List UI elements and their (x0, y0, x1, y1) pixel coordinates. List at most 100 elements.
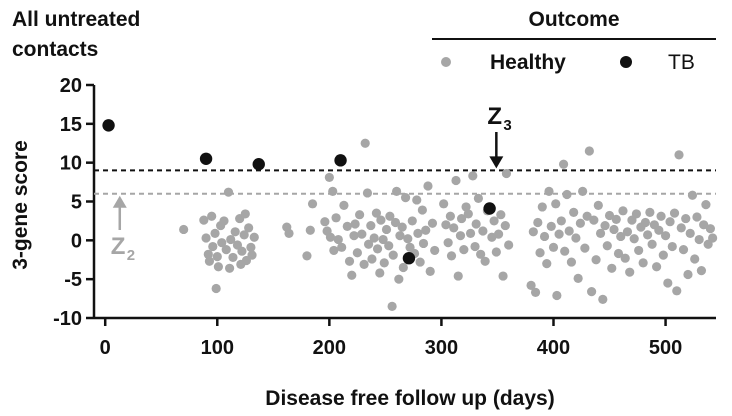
healthy-point (593, 200, 603, 210)
healthy-point (643, 230, 653, 240)
healthy-point (425, 266, 435, 276)
healthy-point (453, 271, 463, 281)
healthy-point (379, 258, 389, 268)
healthy-point (556, 216, 566, 226)
y-tick-label: 15 (60, 114, 82, 136)
tb-point (483, 202, 496, 215)
healthy-point (602, 241, 612, 251)
healthy-point (685, 228, 695, 238)
healthy-point (573, 273, 583, 283)
healthy-point (331, 213, 341, 223)
healthy-point (681, 213, 691, 224)
healthy-point (357, 229, 367, 239)
z3-label-subscript: 3 (503, 117, 511, 134)
healthy-point (554, 229, 564, 239)
tb-point (199, 152, 213, 165)
healthy-point (562, 189, 572, 200)
healthy-point (640, 217, 650, 228)
healthy-point (398, 262, 408, 273)
healthy-point (611, 214, 621, 224)
healthy-point (455, 231, 466, 241)
legend: Outcome Healthy TB (432, 8, 716, 74)
healthy-point (456, 213, 467, 224)
y-tick-label: 5 (71, 192, 82, 214)
tb-point (402, 251, 416, 265)
healthy-point (355, 210, 365, 220)
y-tick-label: 0 (71, 230, 82, 252)
healthy-point (342, 221, 352, 231)
healthy-point (230, 227, 240, 237)
x-tick-label: 300 (425, 337, 458, 359)
healthy-point (575, 218, 585, 228)
healthy-point (473, 193, 484, 203)
healthy-point (375, 268, 385, 278)
healthy-point (427, 218, 438, 228)
healthy-point (221, 245, 231, 255)
healthy-point (500, 220, 510, 231)
healthy-point (446, 251, 457, 261)
healthy-point (582, 211, 592, 221)
healthy-point (349, 231, 359, 241)
healthy-point (363, 239, 374, 249)
healthy-point (325, 232, 336, 242)
chart-title: All untreated contacts (12, 8, 140, 61)
healthy-point (584, 146, 594, 156)
y-tick-label: -5 (64, 269, 82, 291)
z2-label: Z (111, 233, 126, 260)
healthy-point (678, 245, 689, 255)
healthy-point (692, 212, 702, 222)
healthy-point (344, 256, 355, 266)
healthy-point (537, 202, 547, 212)
healthy-point (451, 175, 461, 186)
healthy-point (239, 230, 249, 240)
healthy-point (533, 217, 543, 228)
y-tick-label: 20 (60, 75, 82, 97)
tb-point (252, 158, 265, 171)
healthy-point (423, 181, 433, 191)
healthy-point (564, 226, 574, 236)
healthy-point (634, 245, 644, 256)
healthy-point (558, 159, 569, 169)
healthy-point (701, 200, 711, 210)
healthy-point (595, 228, 606, 238)
healthy-point (480, 256, 490, 266)
healthy-point (690, 254, 700, 264)
healthy-point (249, 232, 259, 242)
healthy-point (589, 215, 599, 225)
healthy-point (618, 206, 628, 216)
healthy-point (535, 248, 545, 258)
healthy-point (660, 231, 671, 241)
healthy-point (223, 187, 234, 197)
healthy-point (385, 211, 395, 221)
healthy-point (578, 186, 588, 197)
healthy-point (526, 280, 536, 290)
healthy-point (228, 252, 238, 263)
healthy-point (360, 138, 370, 148)
healthy-point (247, 250, 257, 260)
healthy-point (284, 228, 294, 238)
x-tick-label: 100 (201, 337, 234, 359)
legend-title: Outcome (528, 8, 619, 31)
healthy-point (366, 220, 376, 231)
legend-healthy-label: Healthy (490, 51, 566, 74)
healthy-point (496, 210, 506, 220)
healthy-point (489, 216, 499, 226)
healthy-point (347, 270, 357, 280)
healthy-point (394, 274, 404, 284)
healthy-point (663, 278, 673, 288)
healthy-point (412, 195, 422, 205)
healthy-point (504, 240, 514, 250)
healthy-point (397, 222, 407, 232)
healthy-point (244, 223, 254, 233)
healthy-point (246, 242, 256, 252)
z2-arrow-head (112, 195, 127, 208)
healthy-point (552, 290, 562, 301)
healthy-point (600, 220, 610, 231)
healthy-point (625, 267, 635, 277)
healthy-point (629, 234, 639, 244)
healthy-point (498, 271, 508, 281)
healthy-point (607, 263, 617, 273)
healthy-point (388, 250, 398, 260)
healthy-point (439, 199, 449, 209)
